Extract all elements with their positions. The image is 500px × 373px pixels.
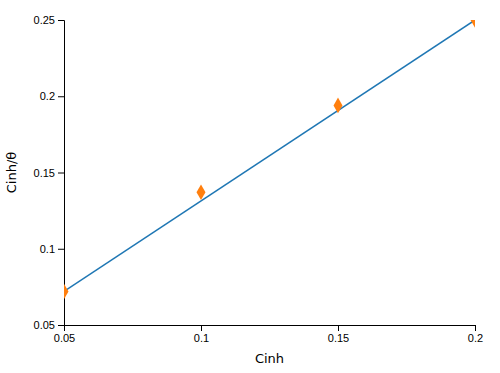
fit-line [64,20,475,291]
tick-label: 0.25 [34,14,55,26]
tick: 0.25 [34,14,64,26]
tick-label: 0.05 [34,319,55,331]
plot: 0.05 0.1 0.15 0.2 0.05 0.1 0.15 0.2 0.25 [34,12,484,344]
tick: 0.2 [468,325,483,344]
x-axis: 0.05 0.1 0.15 0.2 [54,325,483,344]
tick: 0.05 [54,325,75,344]
tick-label: 0.05 [54,332,75,344]
tick-label: 0.1 [194,332,209,344]
tick: 0.05 [34,319,64,331]
tick-mark [58,249,64,250]
tick-mark [338,325,339,331]
tick-label: 0.15 [328,332,349,344]
tick-label: 0.2 [468,332,483,344]
point [334,98,343,114]
marks [64,20,475,299]
tick-mark [201,325,202,331]
tick-mark [58,96,64,97]
tick-mark [58,173,64,174]
point [64,284,68,300]
tick: 0.1 [194,325,209,344]
point [197,185,206,201]
y-axis-title: Cinh/θ [4,152,19,194]
x-axis-title: Cinh [255,351,284,366]
tick-label: 0.15 [34,167,55,179]
tick-mark [58,325,64,326]
chart: 0.05 0.1 0.15 0.2 0.05 0.1 0.15 0.2 0.25 Cinh Cinh… [0,0,500,373]
tick-mark [58,20,64,21]
tick-label: 0.2 [40,90,55,102]
point [471,20,475,28]
y-axis: 0.05 0.1 0.15 0.2 0.25 [34,14,65,331]
tick: 0.1 [40,243,64,255]
tick-label: 0.1 [40,243,55,255]
tick: 0.15 [34,167,64,179]
tick: 0.2 [40,90,64,102]
axis-line [65,326,476,332]
tick-mark [475,325,476,331]
axis-line [58,21,65,326]
tick: 0.15 [328,325,349,344]
